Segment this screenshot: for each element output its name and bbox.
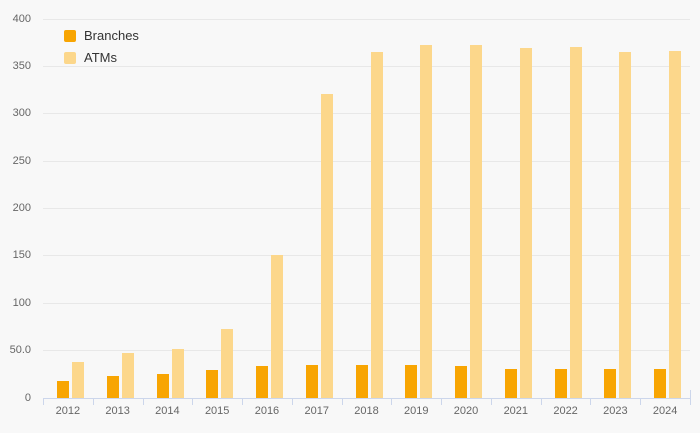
x-axis-category-label: 2020 <box>453 405 479 417</box>
y-gridline <box>43 255 690 257</box>
bar-branches-2020[interactable] <box>455 365 468 398</box>
y-axis-tick-label: 350 <box>12 59 31 72</box>
bar-branches-2015[interactable] <box>206 369 219 398</box>
x-axis-tick <box>640 399 642 405</box>
x-axis-category-label: 2019 <box>404 405 429 417</box>
x-axis-tick <box>43 399 44 405</box>
bar-branches-2024[interactable] <box>654 368 667 398</box>
x-axis-tick <box>391 399 393 405</box>
y-axis-tick-label: 250 <box>12 154 31 167</box>
x-axis-category-label: 2024 <box>652 405 678 417</box>
legend-item-branches[interactable]: Branches <box>64 27 139 44</box>
x-axis-category-label: 2018 <box>354 405 379 417</box>
y-axis-tick-label: 300 <box>12 107 31 120</box>
bar-branches-2016[interactable] <box>256 365 269 398</box>
x-axis-tick <box>540 399 542 405</box>
bar-branches-2013[interactable] <box>106 376 119 398</box>
bar-atms-2019[interactable] <box>420 44 433 398</box>
bar-atms-2021[interactable] <box>519 48 532 398</box>
y-axis-tick-label: 50.0 <box>9 344 31 357</box>
x-axis-tick <box>490 399 492 405</box>
bar-atms-2018[interactable] <box>370 52 383 398</box>
x-axis-tick <box>690 399 691 405</box>
bar-branches-2021[interactable] <box>504 368 517 398</box>
x-axis-category-label: 2012 <box>55 405 81 417</box>
y-gridline <box>43 113 690 115</box>
legend-swatch-icon <box>64 51 76 64</box>
bar-branches-2017[interactable] <box>305 364 318 398</box>
x-axis-category-label: 2013 <box>105 405 130 417</box>
bar-atms-2014[interactable] <box>171 348 184 398</box>
bar-branches-2023[interactable] <box>604 368 617 398</box>
x-axis-category-label: 2023 <box>603 405 628 417</box>
y-gridline <box>43 65 690 67</box>
x-axis-tick <box>92 399 94 405</box>
bar-atms-2012[interactable] <box>72 361 84 398</box>
x-axis-tick <box>590 399 592 405</box>
y-axis-tick-label: 0 <box>24 391 31 404</box>
x-axis-category-label: 2016 <box>254 405 280 417</box>
y-axis-tick-label: 400 <box>12 12 31 25</box>
x-axis-category-label: 2014 <box>155 405 180 417</box>
y-gridline <box>43 208 690 209</box>
x-axis-tick <box>142 399 144 405</box>
x-axis-category-label: 2021 <box>503 405 529 417</box>
bar-branches-2014[interactable] <box>156 374 169 398</box>
bar-branches-2019[interactable] <box>405 364 418 398</box>
y-axis-tick-label: 200 <box>12 202 31 214</box>
bar-atms-2024[interactable] <box>669 51 682 398</box>
bar-atms-2023[interactable] <box>619 52 632 398</box>
y-gridline <box>43 302 690 304</box>
bar-branches-2012[interactable] <box>57 380 69 398</box>
y-gridline <box>43 18 690 20</box>
x-axis-end-tick <box>690 390 691 398</box>
x-axis-tick <box>291 399 293 405</box>
x-axis-category-label: 2015 <box>204 405 230 417</box>
x-axis-category-label: 2017 <box>304 405 329 417</box>
bar-atms-2017[interactable] <box>320 93 333 398</box>
y-axis-tick-label: 150 <box>12 249 31 262</box>
bar-atms-2022[interactable] <box>569 47 582 398</box>
legend-label: Branches <box>84 28 139 43</box>
x-axis-tick <box>192 399 194 405</box>
legend-item-atms[interactable]: ATMs <box>64 49 139 66</box>
y-axis-tick-label: 100 <box>12 296 31 309</box>
y-gridline <box>43 350 690 352</box>
bar-atms-2020[interactable] <box>470 44 483 398</box>
bar-atms-2016[interactable] <box>271 254 284 398</box>
x-axis-category-label: 2022 <box>553 405 578 417</box>
x-axis-line <box>43 398 691 399</box>
x-axis-tick <box>441 399 443 405</box>
y-gridline <box>43 160 690 162</box>
x-axis-tick <box>242 399 244 405</box>
bar-atms-2015[interactable] <box>221 328 234 398</box>
bar-branches-2018[interactable] <box>355 364 368 398</box>
legend-label: ATMs <box>84 50 117 65</box>
bar-atms-2013[interactable] <box>121 353 134 398</box>
bar-branches-2022[interactable] <box>554 368 567 398</box>
legend-swatch-icon <box>64 29 76 42</box>
chart-legend: Branches ATMs <box>64 27 139 71</box>
x-axis-tick <box>341 399 343 405</box>
